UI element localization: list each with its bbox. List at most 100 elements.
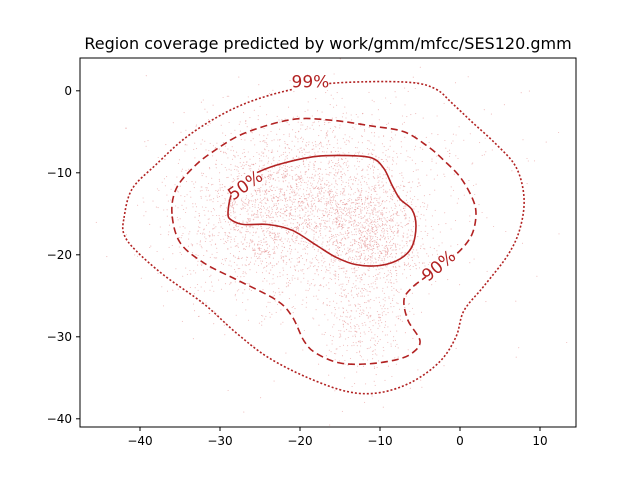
scatter-point xyxy=(337,279,340,281)
scatter-point xyxy=(423,248,425,250)
scatter-point xyxy=(450,195,452,197)
scatter-point xyxy=(264,221,267,223)
scatter-point xyxy=(243,172,245,174)
scatter-point xyxy=(362,175,364,177)
scatter-point xyxy=(352,210,354,213)
scatter-point xyxy=(394,91,396,93)
scatter-point xyxy=(305,151,307,153)
scatter-point xyxy=(387,156,389,158)
scatter-point xyxy=(379,239,382,241)
scatter-point xyxy=(381,181,383,183)
scatter-point xyxy=(261,200,263,202)
scatter-point xyxy=(386,227,388,229)
scatter-point xyxy=(341,208,343,210)
scatter-point xyxy=(411,231,413,233)
scatter-point xyxy=(452,189,455,191)
scatter-point xyxy=(297,167,299,169)
scatter-point xyxy=(208,218,210,220)
scatter-point xyxy=(341,97,343,99)
scatter-point xyxy=(340,191,342,193)
scatter-point xyxy=(339,225,341,227)
scatter-point xyxy=(396,152,398,155)
scatter-point xyxy=(392,237,394,239)
scatter-point xyxy=(227,157,229,159)
scatter-point xyxy=(251,127,253,129)
scatter-point xyxy=(399,319,401,321)
scatter-point xyxy=(341,192,343,194)
scatter-point xyxy=(339,208,341,211)
scatter-point xyxy=(347,170,349,172)
scatter-point xyxy=(282,181,284,183)
scatter-point xyxy=(346,349,348,352)
scatter-point xyxy=(221,186,223,188)
scatter-point xyxy=(330,334,332,336)
scatter-point xyxy=(273,139,275,141)
scatter-point xyxy=(329,200,331,202)
scatter-point xyxy=(365,237,367,239)
scatter-point xyxy=(317,174,319,176)
scatter-point xyxy=(372,187,374,190)
scatter-point xyxy=(264,251,266,253)
scatter-point xyxy=(279,272,281,274)
scatter-point xyxy=(326,208,328,210)
scatter-point xyxy=(275,212,277,214)
scatter-point xyxy=(261,321,263,323)
scatter-point xyxy=(270,177,272,179)
scatter-point xyxy=(216,214,218,217)
scatter-point xyxy=(310,207,312,210)
scatter-point xyxy=(372,245,374,248)
scatter-point xyxy=(311,223,313,225)
scatter-point xyxy=(419,206,422,208)
scatter-point xyxy=(319,178,321,180)
scatter-point xyxy=(350,331,352,333)
scatter-point xyxy=(357,203,359,205)
scatter-point xyxy=(373,149,375,151)
scatter-point xyxy=(386,200,388,202)
scatter-point xyxy=(412,337,414,339)
scatter-point xyxy=(367,284,369,286)
scatter-point xyxy=(339,220,341,222)
scatter-point xyxy=(227,148,229,150)
scatter-point xyxy=(441,242,443,244)
scatter-point xyxy=(313,249,316,251)
scatter-point xyxy=(438,245,440,247)
scatter-point xyxy=(302,193,304,195)
scatter-point xyxy=(212,183,214,185)
scatter-point xyxy=(274,234,277,236)
scatter-point xyxy=(297,189,299,191)
scatter-point xyxy=(248,226,250,228)
scatter-point xyxy=(396,269,398,272)
scatter-point xyxy=(201,189,203,192)
scatter-point xyxy=(333,315,336,317)
scatter-point xyxy=(436,115,438,117)
scatter-point xyxy=(458,126,460,128)
scatter-point xyxy=(368,235,370,237)
scatter-point xyxy=(291,306,293,308)
scatter-point xyxy=(367,165,369,167)
scatter-point xyxy=(395,186,398,188)
scatter-point xyxy=(344,153,346,155)
scatter-point xyxy=(220,288,223,290)
scatter-point xyxy=(366,244,369,246)
scatter-point xyxy=(310,218,312,221)
scatter-point xyxy=(262,289,264,291)
scatter-point xyxy=(356,258,358,260)
scatter-point xyxy=(274,238,276,240)
scatter-point xyxy=(366,198,368,200)
scatter-point xyxy=(289,241,291,243)
scatter-point xyxy=(266,143,268,145)
scatter-point xyxy=(314,174,316,176)
scatter-point xyxy=(364,240,366,242)
scatter-point xyxy=(352,183,354,185)
scatter-point xyxy=(392,232,394,234)
scatter-point xyxy=(358,179,360,181)
scatter-point xyxy=(319,183,322,185)
scatter-point xyxy=(396,232,398,234)
scatter-point xyxy=(247,164,250,166)
scatter-point xyxy=(273,246,275,248)
scatter-point xyxy=(355,113,357,116)
scatter-point xyxy=(265,257,267,260)
scatter-point xyxy=(303,163,305,165)
scatter-point xyxy=(356,188,358,190)
scatter-point xyxy=(320,180,322,182)
